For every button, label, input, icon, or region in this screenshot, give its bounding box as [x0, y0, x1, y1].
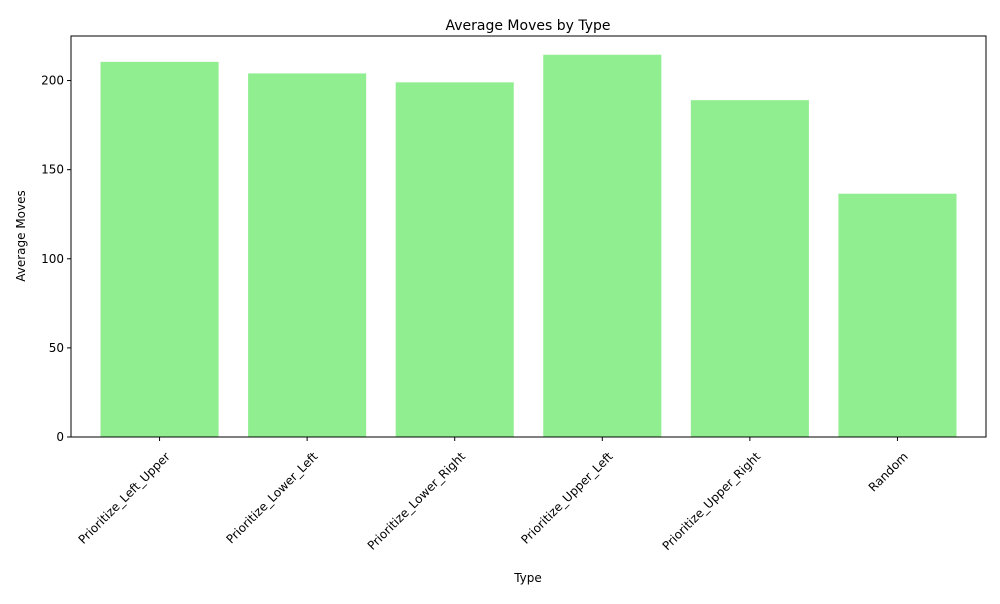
plot-frame [70, 35, 987, 438]
bar-prioritize-upper-right [690, 100, 809, 437]
x-tick-label: Random [866, 449, 911, 494]
y-tick-label: 50 [49, 341, 64, 355]
bar-random [838, 193, 957, 437]
chart-title: Average Moves by Type [445, 18, 610, 34]
x-axis: Prioritize_Left_Upper Prioritize_Lower_Le… [76, 437, 911, 553]
bar-prioritize-lower-left [248, 73, 367, 437]
x-axis-label: Type [513, 571, 542, 585]
y-axis-label: Average Moves [14, 190, 28, 282]
bars-group [100, 54, 957, 438]
x-tick-label: Prioritize_Upper_Left [518, 449, 615, 546]
bar-prioritize-upper-left [543, 54, 662, 438]
bar-prioritize-lower-right [395, 82, 514, 438]
x-tick-label: Prioritize_Left_Upper [76, 449, 173, 546]
x-tick-label: Prioritize_Lower_Right [365, 449, 469, 553]
y-tick-label: 100 [41, 252, 64, 266]
bar-prioritize-left-upper [100, 61, 219, 437]
x-tick-label: Prioritize_Lower_Left [223, 449, 320, 546]
y-tick-label: 200 [41, 74, 64, 88]
x-tick-label: Prioritize_Upper_Right [660, 449, 764, 553]
y-axis: 0 50 100 150 200 [41, 74, 71, 444]
y-tick-label: 0 [56, 430, 64, 444]
y-tick-label: 150 [41, 163, 64, 177]
